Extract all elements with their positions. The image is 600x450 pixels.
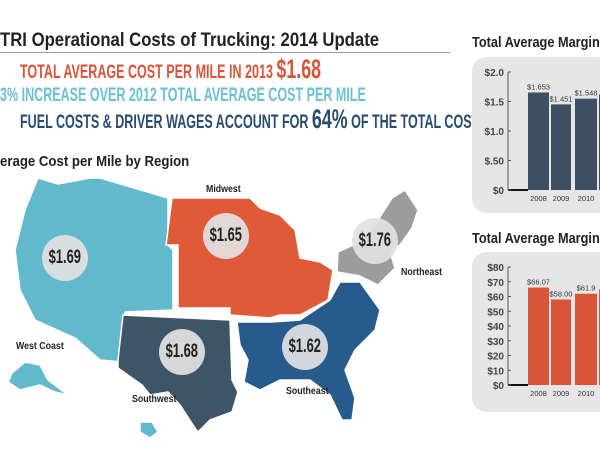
y-tick-label: $30: [487, 337, 504, 348]
region-label-northeast: Northeast: [401, 267, 443, 278]
y-tick-label: $0: [493, 381, 505, 392]
region-west: [14, 177, 174, 363]
region-label-southeast: Southeast: [286, 386, 329, 397]
fact-fuel-wages: FUEL COSTS & DRIVER WAGES ACCOUNT FOR 64…: [20, 106, 542, 133]
us-region-map: [7, 177, 419, 439]
y-tick-label: $.50: [485, 157, 505, 168]
bar: [528, 287, 549, 385]
region-label-west: West Coast: [16, 341, 64, 352]
y-tick-label: $70: [487, 278, 504, 289]
y-tick-label: $2.0: [485, 68, 505, 79]
region-value-northeast: $1.76: [352, 218, 398, 264]
bar: [575, 98, 597, 190]
fact-text: TOTAL AVERAGE COST PER MILE IN 2013: [20, 62, 277, 83]
bar-label: $66.07: [527, 278, 550, 287]
region-value-midwest: $1.65: [203, 213, 249, 259]
x-tick-label: 2008: [530, 194, 547, 203]
y-tick-label: $0: [493, 186, 505, 197]
x-tick-label: 2009: [553, 194, 570, 203]
y-tick-label: $50: [487, 307, 504, 318]
bar-label: $58.00: [550, 289, 573, 298]
x-tick-label: 2010: [578, 389, 595, 398]
bar-label: $61.9: [577, 284, 596, 293]
y-tick-label: $1.0: [485, 127, 505, 138]
fact-value: $1.68: [276, 54, 322, 84]
chart-title-cost-hour: Total Average Margin: [472, 230, 600, 247]
y-tick-label: $20: [487, 352, 504, 363]
map-title: erage Cost per Mile by Region: [0, 153, 190, 170]
bar-label: $1.653: [527, 82, 550, 91]
fact-value: 3%: [0, 85, 19, 106]
fact-total-cost: TOTAL AVERAGE COST PER MILE IN 2013 $1.6…: [20, 56, 321, 83]
y-tick-label: $1.5: [485, 98, 505, 109]
y-tick-label: $40: [487, 322, 504, 333]
region-midwest: [165, 197, 334, 319]
bar: [575, 293, 597, 385]
region-label-southwest: Southwest: [132, 394, 177, 405]
region-hawaii: [139, 421, 159, 439]
bar: [551, 104, 571, 190]
x-tick-label: 2008: [530, 389, 547, 398]
chart-title-cost: Total Average Margin: [472, 34, 600, 51]
bar-label: $1.451: [550, 94, 573, 103]
title-divider: [0, 52, 450, 53]
bar-label: $1.548: [575, 89, 598, 98]
x-tick-label: 2009: [553, 389, 570, 398]
fact-value: 64%: [311, 104, 348, 134]
region-label-midwest: Midwest: [206, 184, 241, 195]
y-tick-label: $10: [487, 366, 504, 377]
region-value-west: $1.69: [42, 235, 88, 281]
region-alaska: [7, 361, 69, 396]
fact-text: FUEL COSTS & DRIVER WAGES ACCOUNT FOR: [20, 112, 312, 133]
region-value-southwest: $1.68: [159, 329, 205, 375]
fact-text: INCREASE OVER 2012 TOTAL AVERAGE COST PE…: [18, 85, 366, 106]
x-tick-label: 2010: [578, 194, 595, 203]
y-tick-label: $60: [487, 293, 504, 304]
y-tick-label: $80: [487, 263, 504, 274]
page-title: TRI Operational Costs of Trucking: 2014 …: [0, 30, 380, 51]
chart-cost-per-hour: $0 $10 $20 $30 $40 $50 $60 $70 $80 $66.07 2008 $58.…: [487, 263, 600, 398]
bar: [551, 299, 571, 385]
region-value-southeast: $1.62: [282, 324, 328, 370]
chart-cost-per-mile: $0 $.50 $1.0 $1.5 $2.0 $1.653 2008 $1.451 2009 $1…: [485, 68, 600, 203]
fact-increase: 3% INCREASE OVER 2012 TOTAL AVERAGE COST…: [0, 86, 366, 105]
bar: [528, 92, 549, 190]
